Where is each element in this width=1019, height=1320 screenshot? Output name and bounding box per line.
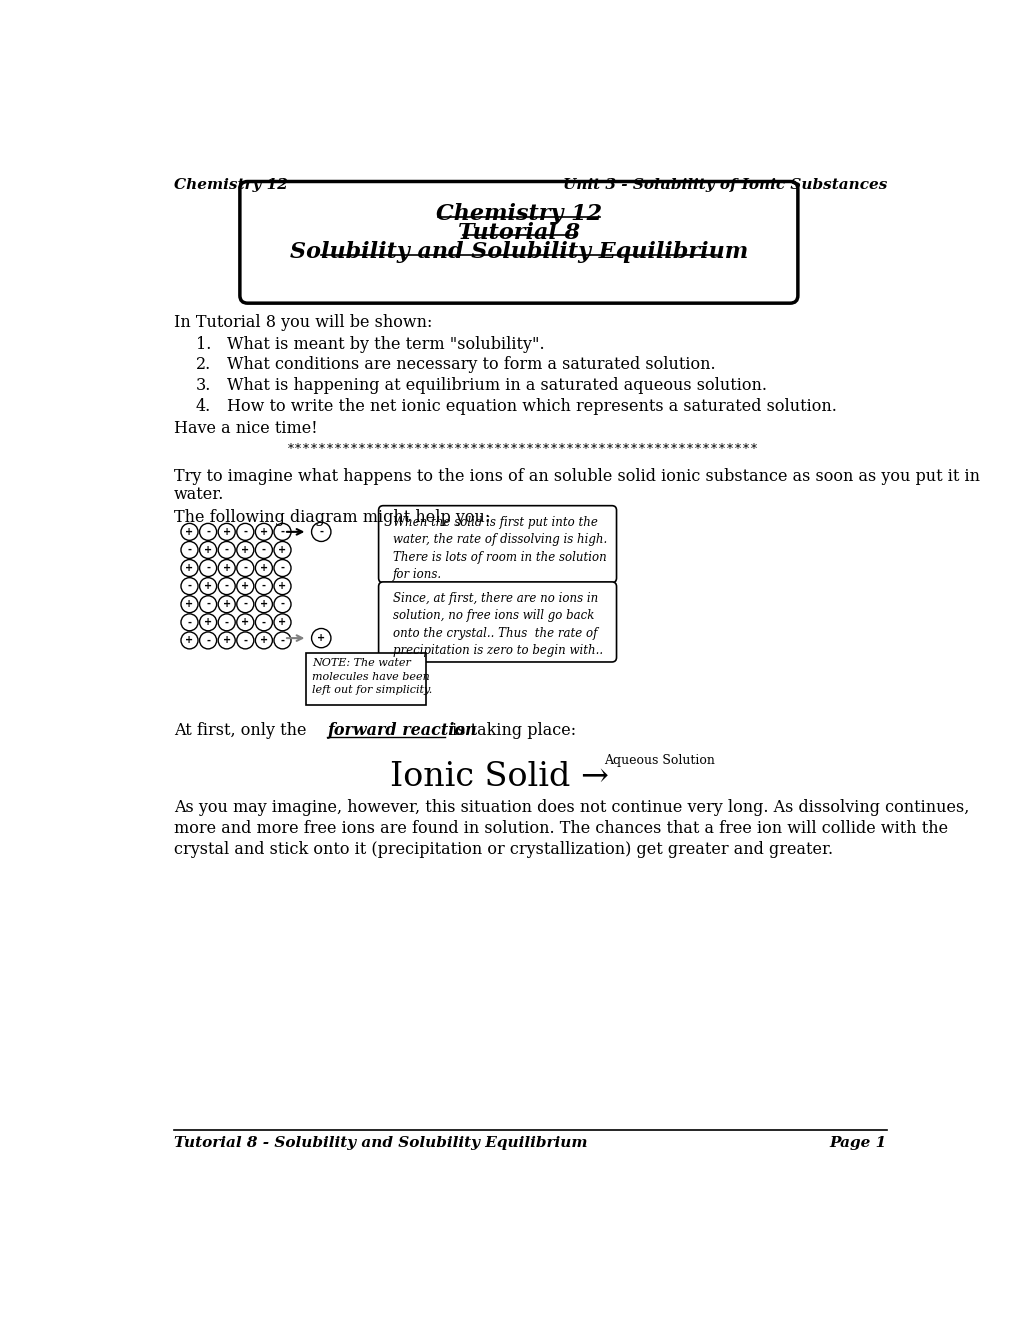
Text: -: - — [244, 564, 247, 573]
Text: -: - — [244, 635, 247, 645]
Text: 1.: 1. — [196, 335, 211, 352]
Text: The following diagram might help you:: The following diagram might help you: — [174, 508, 490, 525]
Text: +: + — [222, 527, 230, 537]
Text: +: + — [260, 527, 268, 537]
Text: forward reaction: forward reaction — [327, 722, 477, 739]
Text: +: + — [185, 564, 194, 573]
Text: +: + — [242, 618, 249, 627]
Text: 3.: 3. — [196, 378, 211, 395]
Text: +: + — [204, 618, 212, 627]
Text: +: + — [185, 527, 194, 537]
Text: +: + — [260, 564, 268, 573]
Text: +: + — [222, 564, 230, 573]
Text: +: + — [278, 545, 286, 554]
Text: Try to imagine what happens to the ions of an soluble solid ionic substance as s: Try to imagine what happens to the ions … — [174, 469, 979, 484]
Text: -: - — [262, 581, 266, 591]
Text: is taking place:: is taking place: — [446, 722, 576, 739]
Text: +: + — [204, 581, 212, 591]
Text: -: - — [244, 527, 247, 537]
Text: -: - — [319, 527, 323, 537]
Bar — [306, 653, 426, 705]
Text: +: + — [204, 545, 212, 554]
Text: -: - — [187, 618, 192, 627]
Text: When the solid is first put into the
water, the rate of dissolving is high.
Ther: When the solid is first put into the wat… — [392, 516, 606, 581]
Text: -: - — [280, 564, 284, 573]
Text: -: - — [224, 545, 228, 554]
Text: -: - — [206, 635, 210, 645]
Text: As you may imagine, however, this situation does not continue very long. As diss: As you may imagine, however, this situat… — [174, 799, 968, 816]
Text: At first, only the: At first, only the — [174, 722, 312, 739]
Text: +: + — [242, 545, 249, 554]
Text: How to write the net ionic equation which represents a saturated solution.: How to write the net ionic equation whic… — [226, 397, 836, 414]
Text: +: + — [260, 635, 268, 645]
Text: Unit 3 - Solubility of Ionic Substances: Unit 3 - Solubility of Ionic Substances — [562, 178, 887, 191]
Text: -: - — [280, 527, 284, 537]
Text: ***********************************************************: ****************************************… — [286, 442, 758, 455]
Text: Aqueous Solution: Aqueous Solution — [603, 755, 714, 767]
Text: -: - — [206, 599, 210, 610]
Text: -: - — [244, 599, 247, 610]
Text: Chemistry 12: Chemistry 12 — [174, 178, 287, 191]
Text: +: + — [317, 634, 325, 643]
Text: 2.: 2. — [196, 356, 211, 374]
Text: +: + — [185, 599, 194, 610]
Text: crystal and stick onto it (precipitation or crystallization) get greater and gre: crystal and stick onto it (precipitation… — [174, 841, 833, 858]
Text: -: - — [280, 635, 284, 645]
Text: In Tutorial 8 you will be shown:: In Tutorial 8 you will be shown: — [174, 314, 432, 331]
Text: Since, at first, there are no ions in
solution, no free ions will go back
onto t: Since, at first, there are no ions in so… — [392, 591, 602, 657]
Text: more and more free ions are found in solution. The chances that a free ion will : more and more free ions are found in sol… — [174, 820, 948, 837]
Text: +: + — [260, 599, 268, 610]
Text: -: - — [280, 599, 284, 610]
Text: -: - — [187, 545, 192, 554]
Text: 4.: 4. — [196, 397, 211, 414]
Text: -: - — [224, 618, 228, 627]
Text: -: - — [224, 581, 228, 591]
FancyBboxPatch shape — [239, 182, 797, 304]
Text: +: + — [278, 618, 286, 627]
Text: Tutorial 8: Tutorial 8 — [458, 222, 580, 244]
Text: Have a nice time!: Have a nice time! — [174, 420, 317, 437]
Text: Solubility and Solubility Equilibrium: Solubility and Solubility Equilibrium — [289, 240, 747, 263]
FancyBboxPatch shape — [378, 506, 615, 582]
Text: -: - — [187, 581, 192, 591]
Text: Tutorial 8 - Solubility and Solubility Equilibrium: Tutorial 8 - Solubility and Solubility E… — [174, 1137, 587, 1150]
Text: -: - — [262, 545, 266, 554]
Text: Chemistry 12: Chemistry 12 — [435, 203, 601, 226]
Text: -: - — [206, 564, 210, 573]
Text: +: + — [222, 635, 230, 645]
Text: -: - — [206, 527, 210, 537]
Text: +: + — [278, 581, 286, 591]
Text: What is happening at equilibrium in a saturated aqueous solution.: What is happening at equilibrium in a sa… — [226, 378, 766, 395]
Text: +: + — [222, 599, 230, 610]
Text: water.: water. — [174, 486, 224, 503]
Text: +: + — [185, 635, 194, 645]
Text: What is meant by the term "solubility".: What is meant by the term "solubility". — [226, 335, 544, 352]
FancyBboxPatch shape — [378, 582, 615, 663]
Text: +: + — [242, 581, 249, 591]
Text: Page 1: Page 1 — [828, 1137, 887, 1150]
Text: What conditions are necessary to form a saturated solution.: What conditions are necessary to form a … — [226, 356, 714, 374]
Text: Ionic Solid →: Ionic Solid → — [389, 760, 608, 792]
Text: -: - — [262, 618, 266, 627]
Text: NOTE: The water
molecules have been
left out for simplicity.: NOTE: The water molecules have been left… — [312, 659, 432, 696]
